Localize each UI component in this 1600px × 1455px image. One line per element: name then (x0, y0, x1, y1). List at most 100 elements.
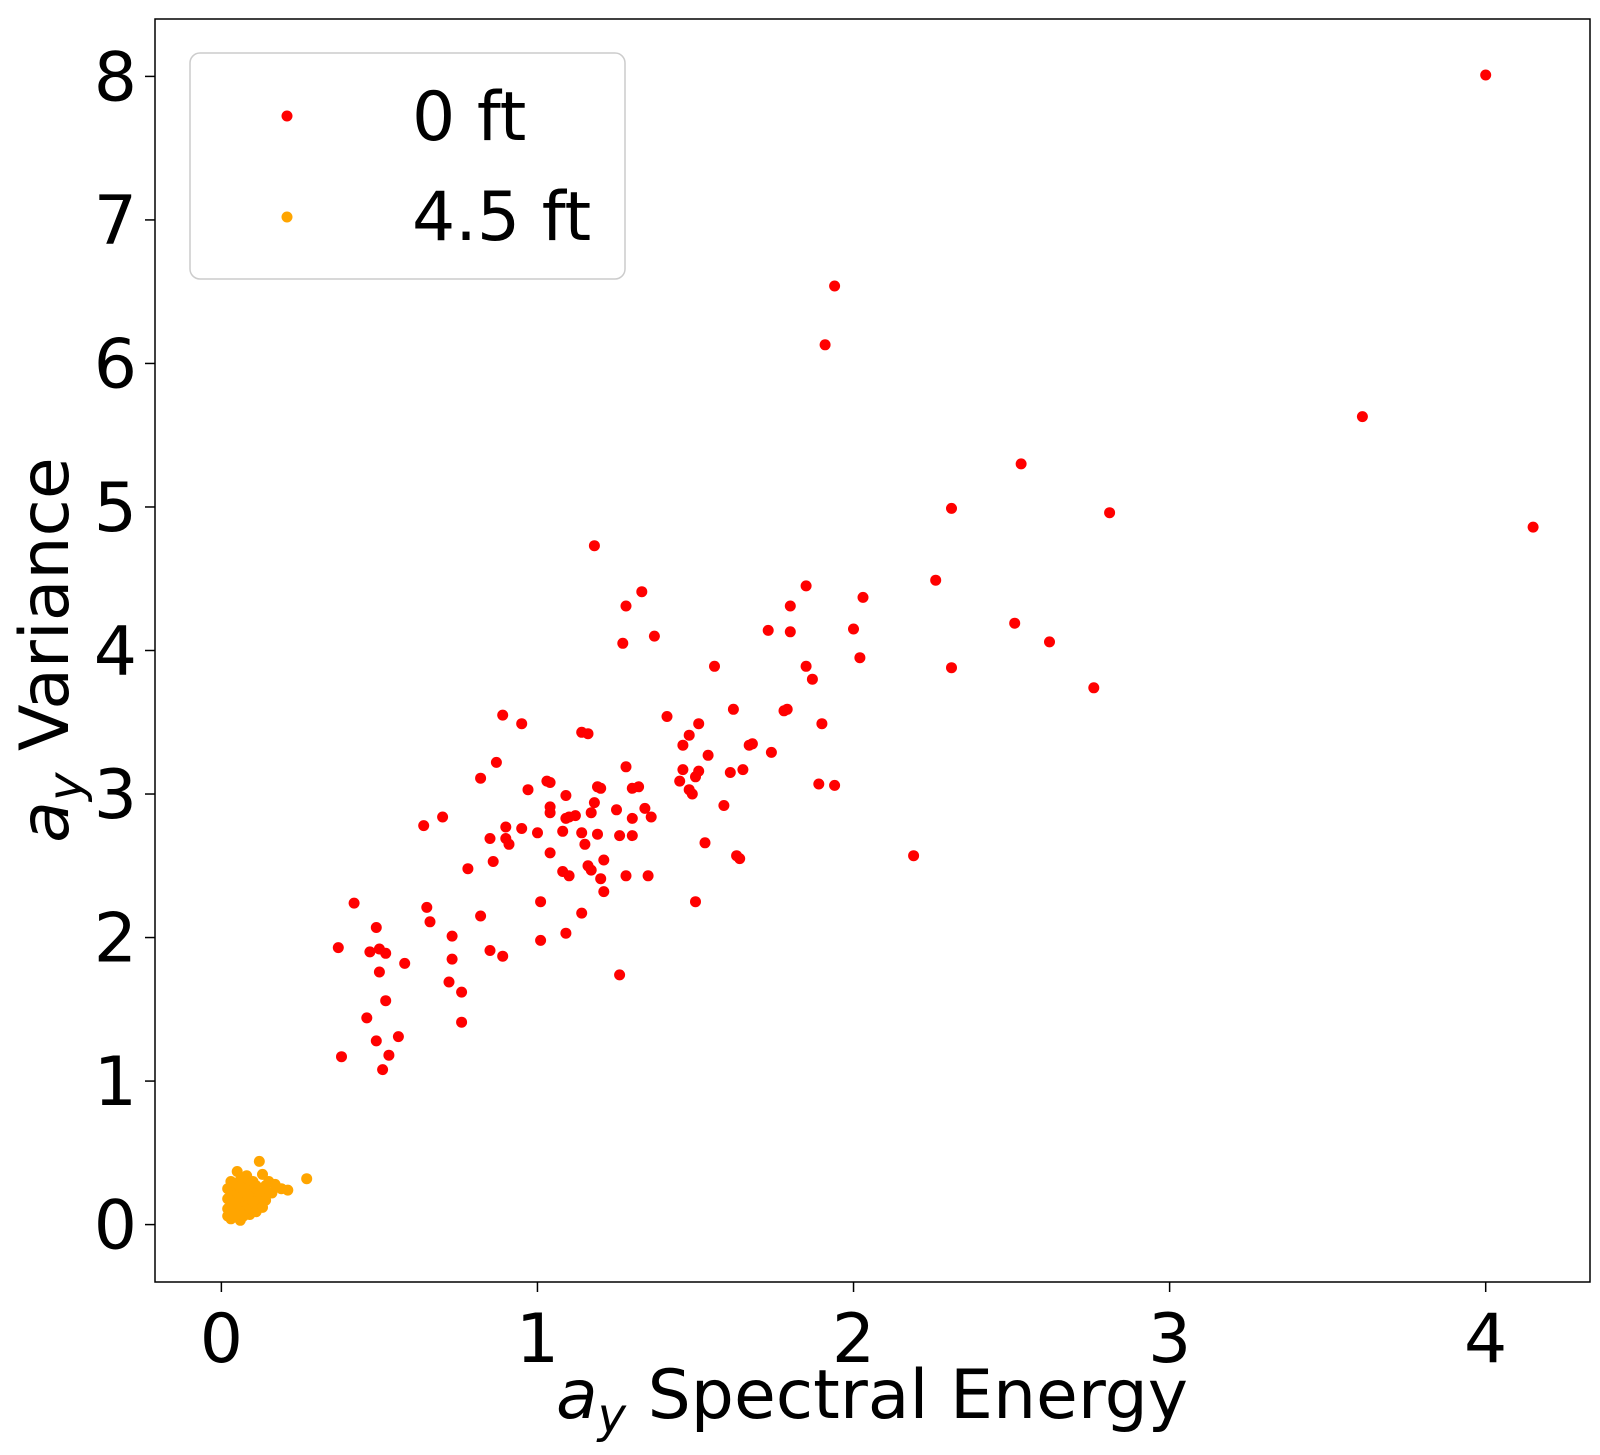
data-point-0-ft (522, 784, 534, 796)
data-point-0-ft (857, 591, 869, 603)
data-point-0-ft (829, 280, 841, 292)
data-point-0-ft (373, 966, 385, 978)
data-point-0-ft (585, 807, 597, 819)
data-point-4-5-ft (228, 1197, 240, 1209)
data-point-0-ft (829, 779, 841, 791)
data-point-0-ft (560, 927, 572, 939)
data-point-0-ft (576, 827, 588, 839)
data-point-0-ft (579, 838, 591, 850)
data-point-0-ft (383, 1049, 395, 1061)
x-tick-label: 0 (200, 1300, 243, 1379)
data-point-0-ft (588, 797, 600, 809)
data-point-0-ft (535, 934, 547, 946)
y-tick-label: 4 (94, 613, 137, 692)
legend-marker-4-5-ft (281, 211, 293, 223)
data-point-0-ft (484, 945, 496, 956)
data-point-4-5-ft (301, 1173, 313, 1185)
data-point-0-ft (380, 947, 392, 959)
data-point-4-5-ft (253, 1155, 265, 1167)
data-point-0-ft (800, 580, 812, 592)
data-point-0-ft (724, 767, 736, 778)
data-point-0-ft (778, 705, 790, 717)
data-point-0-ft (734, 853, 746, 865)
data-point-4-5-ft (282, 1184, 294, 1196)
data-point-0-ft (595, 873, 607, 885)
data-point-0-ft (377, 1064, 389, 1076)
y-tick-label: 7 (94, 182, 137, 261)
data-point-0-ft (946, 502, 957, 514)
x-axis-label-text: Spectral Energy (626, 1356, 1188, 1435)
data-point-0-ft (475, 772, 487, 784)
data-point-0-ft (626, 812, 638, 824)
data-point-0-ft (421, 901, 433, 913)
data-point-0-ft (592, 828, 603, 840)
data-point-0-ft (370, 1035, 382, 1047)
data-point-0-ft (743, 739, 755, 751)
data-point-0-ft (588, 540, 600, 552)
data-point-0-ft (484, 833, 496, 844)
data-point-0-ft (563, 870, 575, 882)
data-point-0-ft (332, 942, 344, 954)
data-point-0-ft (462, 863, 474, 875)
data-point-0-ft (456, 1016, 468, 1028)
y-tick-label: 3 (94, 756, 137, 835)
data-point-0-ft (1009, 617, 1021, 629)
data-point-0-ft (500, 821, 512, 833)
data-point-0-ft (854, 652, 866, 664)
y-tick-label: 6 (94, 325, 137, 404)
data-point-0-ft (709, 660, 720, 672)
y-tick-label: 5 (94, 469, 137, 548)
data-point-0-ft (620, 600, 632, 612)
data-point-0-ft (585, 864, 597, 876)
data-point-4-5-ft (228, 1206, 240, 1218)
data-point-0-ft (497, 950, 509, 962)
data-point-0-ft (544, 807, 556, 819)
data-point-0-ft (611, 804, 622, 816)
data-point-0-ft (800, 660, 812, 672)
data-point-0-ft (424, 916, 436, 928)
y-tick-label: 2 (94, 900, 137, 979)
data-point-0-ft (516, 823, 528, 834)
y-axis-label-text: Variance (6, 457, 85, 772)
data-point-0-ft (598, 886, 610, 898)
data-point-0-ft (443, 976, 455, 988)
y-tick-label: 8 (94, 38, 137, 117)
y-tick-label: 0 (94, 1187, 137, 1266)
legend: 0 ft 4.5 ft (189, 52, 626, 280)
data-point-0-ft (560, 812, 572, 824)
data-point-0-ft (490, 756, 502, 768)
y-tick-label: 1 (94, 1043, 137, 1122)
data-point-0-ft (399, 957, 411, 969)
data-point-0-ft (1527, 521, 1539, 533)
data-point-0-ft (908, 850, 920, 862)
data-point-0-ft (683, 729, 695, 741)
x-tick-label: 4 (1464, 1300, 1507, 1379)
data-point-0-ft (1104, 507, 1116, 519)
data-point-0-ft (582, 728, 594, 740)
data-point-0-ft (816, 718, 828, 730)
y-axis-label-sub: y (38, 772, 94, 803)
data-point-0-ft (446, 953, 458, 965)
data-point-0-ft (617, 637, 629, 649)
x-axis-label-var: a (556, 1356, 598, 1435)
data-point-0-ft (784, 600, 796, 612)
data-point-0-ft (1480, 69, 1492, 81)
data-point-0-ft (946, 662, 957, 674)
points-layer (222, 69, 1539, 1226)
ticks-layer: 0 1 2 3 4 0 1 2 3 4 5 6 7 8 (94, 38, 1508, 1379)
data-point-0-ft (620, 870, 632, 882)
data-point-0-ft (364, 946, 376, 958)
data-point-4-5-ft (238, 1210, 249, 1222)
data-point-0-ft (1015, 458, 1027, 470)
x-tick-label: 1 (516, 1300, 559, 1379)
data-point-0-ft (1088, 682, 1100, 694)
data-point-4-5-ft (266, 1187, 278, 1199)
data-point-0-ft (503, 838, 515, 850)
data-point-0-ft (614, 969, 626, 981)
data-point-0-ft (718, 800, 730, 811)
data-point-0-ft (497, 709, 509, 721)
y-axis-label: ay Variance (6, 457, 94, 842)
data-point-0-ft (636, 586, 648, 598)
